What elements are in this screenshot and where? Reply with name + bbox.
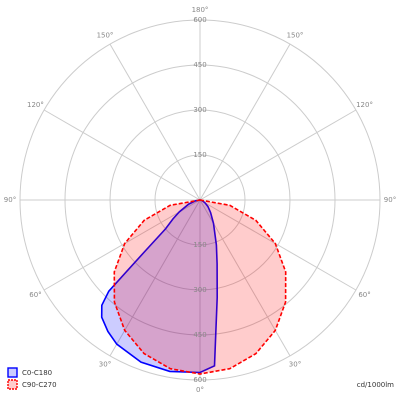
r-tick-label: 450 <box>193 61 206 69</box>
unit-label: cd/1000lm <box>357 381 394 389</box>
angle-label: 180° <box>192 6 209 14</box>
spoke <box>109 43 201 201</box>
intensity-curve <box>113 199 287 375</box>
legend-label: C90-C270 <box>22 381 57 389</box>
r-tick-label: 450 <box>193 331 206 339</box>
angle-label: 90° <box>4 196 16 204</box>
legend-swatch <box>7 379 18 390</box>
angle-label: 0° <box>196 386 204 394</box>
spoke <box>199 109 357 201</box>
angle-label: 30° <box>99 361 111 369</box>
angle-label: 60° <box>29 291 41 299</box>
spoke <box>43 199 201 291</box>
angle-label: 90° <box>384 196 396 204</box>
angle-label: 150° <box>97 31 114 39</box>
angle-label: 150° <box>287 31 304 39</box>
r-tick-label: 150 <box>193 241 206 249</box>
r-tick-label: 300 <box>193 106 206 114</box>
r-tick-label: 300 <box>193 286 206 294</box>
angle-label: 120° <box>27 101 44 109</box>
angle-label: 120° <box>356 101 373 109</box>
r-tick-label: 600 <box>193 16 206 24</box>
legend-label: C0-C180 <box>22 369 52 377</box>
spoke <box>199 199 357 291</box>
spoke <box>43 109 201 201</box>
angle-label: 30° <box>289 361 301 369</box>
r-tick-label: 600 <box>193 376 206 384</box>
intensity-curve <box>100 199 219 374</box>
angle-label: 60° <box>358 291 370 299</box>
spoke <box>199 43 291 201</box>
r-tick-label: 150 <box>193 151 206 159</box>
legend-swatch <box>7 367 18 378</box>
